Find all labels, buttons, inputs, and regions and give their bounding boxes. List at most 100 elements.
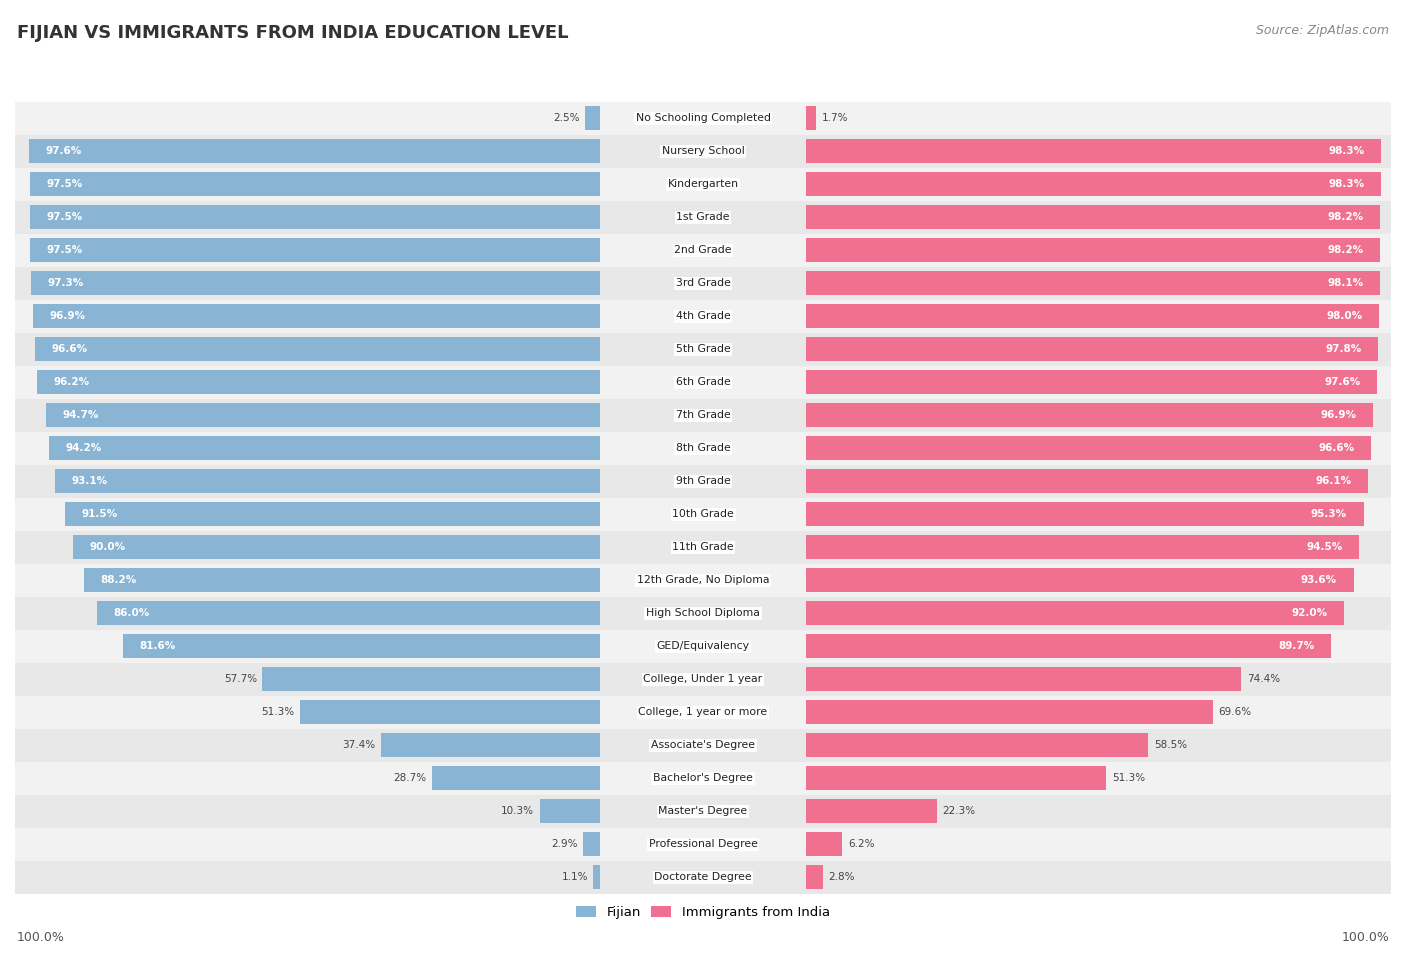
Text: 96.6%: 96.6% <box>52 344 87 354</box>
Text: 97.6%: 97.6% <box>1324 377 1361 387</box>
Text: Professional Degree: Professional Degree <box>648 839 758 849</box>
Text: FIJIAN VS IMMIGRANTS FROM INDIA EDUCATION LEVEL: FIJIAN VS IMMIGRANTS FROM INDIA EDUCATIO… <box>17 24 568 42</box>
Bar <box>806 206 1381 229</box>
Text: 98.3%: 98.3% <box>1329 146 1365 156</box>
Text: 91.5%: 91.5% <box>82 509 117 520</box>
Bar <box>15 795 1391 828</box>
Text: 96.9%: 96.9% <box>49 311 86 321</box>
Text: 7th Grade: 7th Grade <box>676 410 730 420</box>
Text: 94.7%: 94.7% <box>62 410 98 420</box>
Text: 5th Grade: 5th Grade <box>676 344 730 354</box>
Text: 92.0%: 92.0% <box>1292 608 1327 618</box>
Bar <box>15 696 1391 728</box>
Text: 90.0%: 90.0% <box>90 542 127 552</box>
Bar <box>122 635 600 658</box>
Bar <box>30 173 600 196</box>
Text: 98.0%: 98.0% <box>1327 311 1362 321</box>
Bar <box>585 106 600 130</box>
Text: 69.6%: 69.6% <box>1219 707 1251 718</box>
Text: 97.3%: 97.3% <box>48 278 83 289</box>
Bar <box>15 564 1391 597</box>
Text: 97.5%: 97.5% <box>46 213 83 222</box>
Text: 98.2%: 98.2% <box>1327 213 1364 222</box>
Bar <box>593 866 600 889</box>
Text: 96.6%: 96.6% <box>1319 444 1354 453</box>
Bar <box>806 535 1358 559</box>
Bar <box>15 630 1391 663</box>
Bar <box>15 761 1391 795</box>
Bar <box>806 866 823 889</box>
Text: 2.5%: 2.5% <box>553 113 579 123</box>
Text: 97.6%: 97.6% <box>45 146 82 156</box>
Text: 98.3%: 98.3% <box>1329 179 1365 189</box>
Bar <box>15 728 1391 761</box>
Text: 96.1%: 96.1% <box>1316 476 1351 487</box>
Text: 100.0%: 100.0% <box>17 931 65 944</box>
Text: 2nd Grade: 2nd Grade <box>675 245 731 255</box>
Text: 58.5%: 58.5% <box>1154 740 1187 751</box>
Bar <box>15 135 1391 168</box>
Text: 6.2%: 6.2% <box>848 839 875 849</box>
Bar <box>15 101 1391 135</box>
Text: 74.4%: 74.4% <box>1247 675 1279 684</box>
Bar <box>15 399 1391 432</box>
Text: 3rd Grade: 3rd Grade <box>675 278 731 289</box>
Text: 98.1%: 98.1% <box>1327 278 1364 289</box>
Bar <box>55 469 600 493</box>
Text: 97.5%: 97.5% <box>46 245 83 255</box>
Bar <box>15 267 1391 299</box>
Bar <box>806 370 1376 394</box>
Bar <box>30 206 600 229</box>
Bar <box>432 766 600 790</box>
Bar <box>34 304 600 328</box>
Bar <box>73 535 600 559</box>
Text: Associate's Degree: Associate's Degree <box>651 740 755 751</box>
Text: 93.1%: 93.1% <box>72 476 108 487</box>
Bar <box>806 106 815 130</box>
Text: 57.7%: 57.7% <box>224 675 257 684</box>
Bar <box>15 432 1391 465</box>
Bar <box>806 800 936 823</box>
Text: Source: ZipAtlas.com: Source: ZipAtlas.com <box>1256 24 1389 37</box>
Bar <box>15 168 1391 201</box>
Bar <box>806 469 1368 493</box>
Bar <box>299 700 600 724</box>
Text: 4th Grade: 4th Grade <box>676 311 730 321</box>
Bar <box>15 366 1391 399</box>
Bar <box>30 238 600 262</box>
Bar <box>806 404 1372 427</box>
Bar <box>46 404 600 427</box>
Text: 1st Grade: 1st Grade <box>676 213 730 222</box>
Text: 37.4%: 37.4% <box>343 740 375 751</box>
Bar <box>15 597 1391 630</box>
Bar <box>806 502 1364 526</box>
Bar <box>806 271 1379 295</box>
Bar <box>806 139 1381 163</box>
Text: 96.9%: 96.9% <box>1320 410 1357 420</box>
Bar <box>806 238 1381 262</box>
Text: 98.2%: 98.2% <box>1327 245 1364 255</box>
Text: High School Diploma: High School Diploma <box>647 608 759 618</box>
Text: 12th Grade, No Diploma: 12th Grade, No Diploma <box>637 575 769 585</box>
Text: 97.8%: 97.8% <box>1326 344 1361 354</box>
Text: 2.9%: 2.9% <box>551 839 578 849</box>
Text: 1.7%: 1.7% <box>821 113 848 123</box>
Text: 6th Grade: 6th Grade <box>676 377 730 387</box>
Text: Master's Degree: Master's Degree <box>658 806 748 816</box>
Text: 9th Grade: 9th Grade <box>676 476 730 487</box>
Bar <box>806 700 1213 724</box>
Bar <box>15 861 1391 894</box>
Text: 2.8%: 2.8% <box>828 873 855 882</box>
Text: 11th Grade: 11th Grade <box>672 542 734 552</box>
Bar <box>15 828 1391 861</box>
Text: 51.3%: 51.3% <box>262 707 294 718</box>
Bar <box>806 304 1379 328</box>
Bar <box>15 530 1391 564</box>
Bar <box>806 733 1149 758</box>
Text: 94.2%: 94.2% <box>66 444 101 453</box>
Bar <box>15 465 1391 497</box>
Text: Nursery School: Nursery School <box>662 146 744 156</box>
Legend: Fijian, Immigrants from India: Fijian, Immigrants from India <box>571 900 835 924</box>
Bar <box>806 602 1344 625</box>
Text: 1.1%: 1.1% <box>561 873 588 882</box>
